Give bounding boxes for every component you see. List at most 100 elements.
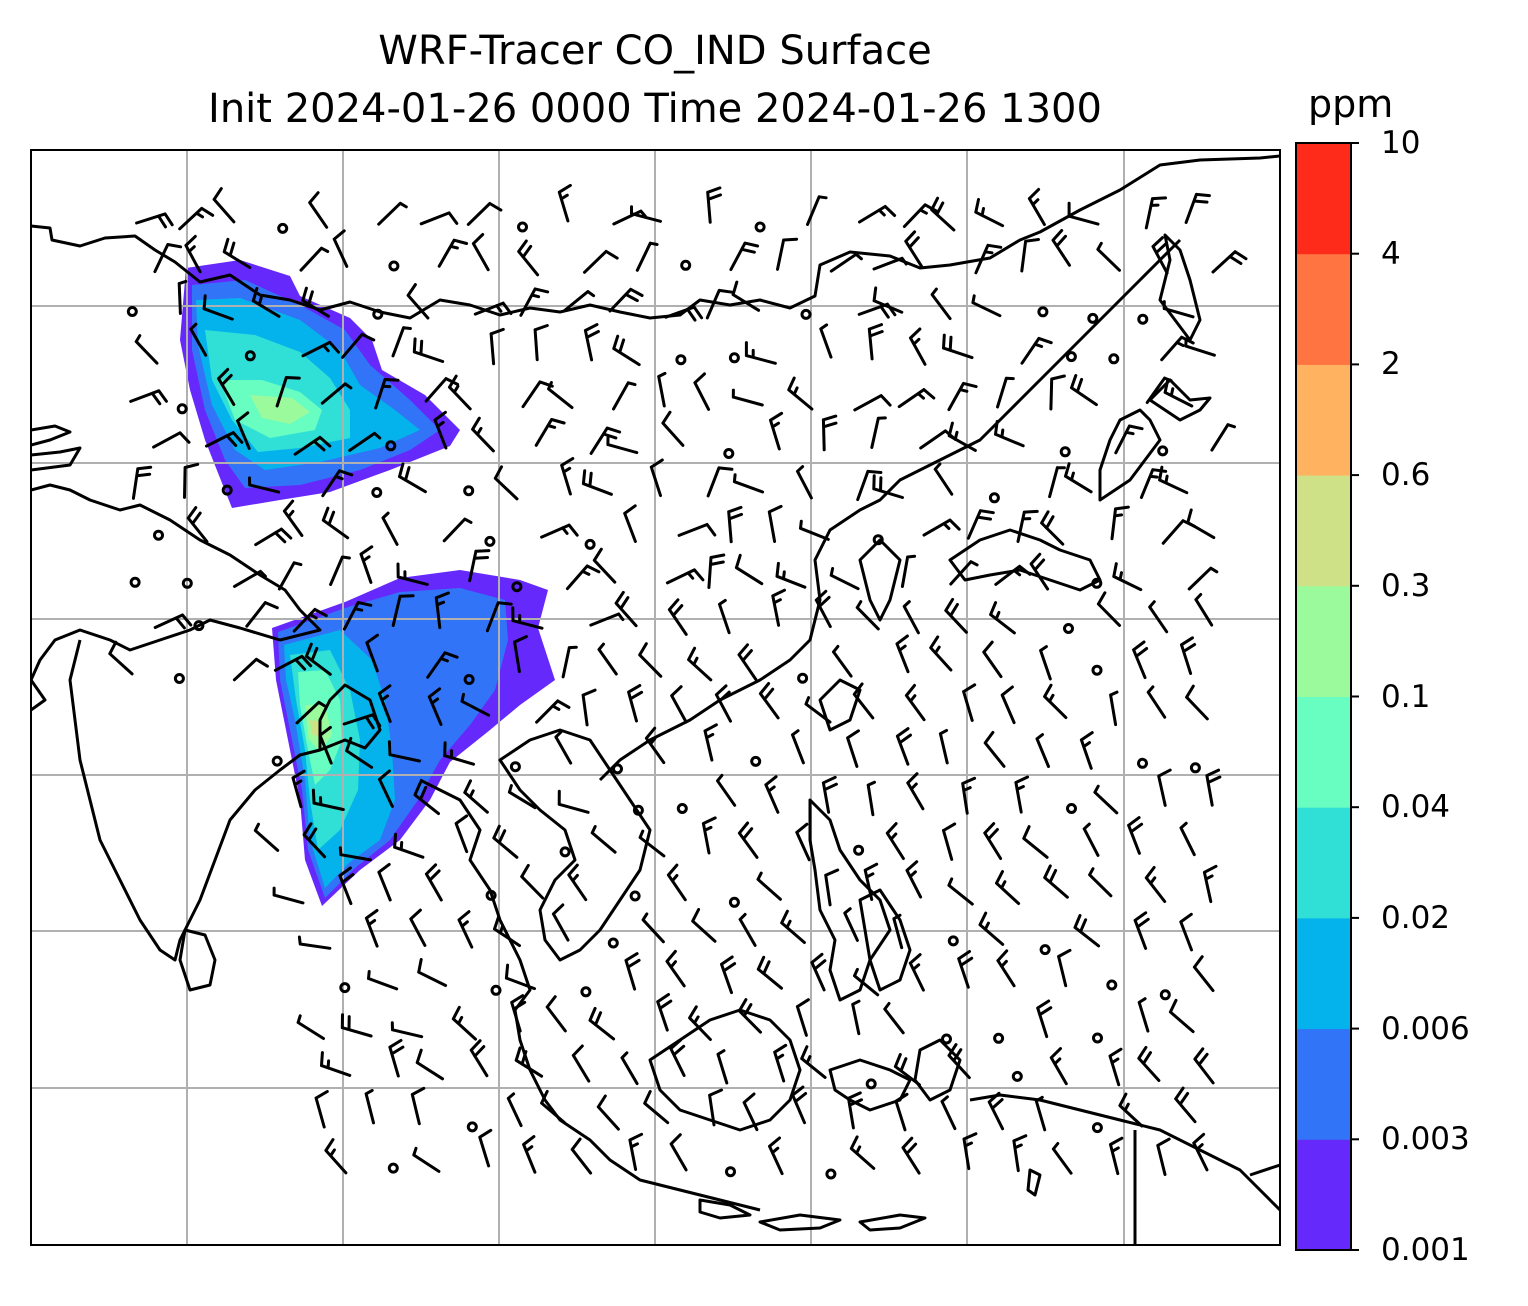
- wind-barb: [412, 1146, 441, 1173]
- wind-barb: [424, 863, 443, 902]
- wind-barb: [829, 567, 860, 591]
- calm-wind-marker: [988, 492, 1000, 504]
- wind-barb: [504, 963, 536, 991]
- wind-barb: [612, 381, 637, 411]
- wind-barb: [614, 590, 638, 628]
- wind-barb: [742, 1092, 759, 1132]
- wind-barb: [583, 249, 619, 274]
- wind-barb: [995, 870, 1021, 905]
- wind-barb: [471, 233, 490, 272]
- wind-barb: [657, 371, 667, 408]
- wind-barb: [819, 323, 833, 359]
- wind-barb: [426, 651, 459, 679]
- wind-barb: [883, 1002, 905, 1035]
- wind-barb: [824, 868, 840, 907]
- wind-barb: [1012, 1134, 1028, 1173]
- wind-barb: [870, 416, 887, 449]
- wind-barb: [295, 700, 327, 725]
- wind-barb: [1035, 733, 1050, 768]
- wind-barb: [388, 1038, 405, 1078]
- colorbar-tick-label: 4: [1381, 235, 1401, 272]
- wind-barb: [776, 237, 799, 271]
- wind-barb: [507, 784, 537, 810]
- calm-wind-marker: [1087, 312, 1099, 324]
- calm-wind-marker: [675, 354, 687, 366]
- colorbar-segment: [1296, 143, 1351, 255]
- wind-barb: [718, 598, 731, 635]
- wind-barb: [1146, 685, 1167, 719]
- wind-barb: [670, 685, 688, 724]
- wind-barb: [296, 1014, 325, 1040]
- wind-barb: [978, 911, 1005, 946]
- wind-barb: [667, 598, 688, 636]
- wind-barb: [493, 915, 521, 948]
- wind-barb: [853, 967, 880, 997]
- calm-wind-marker: [1059, 446, 1071, 458]
- calm-wind-marker: [1137, 757, 1148, 769]
- wind-barb: [320, 1051, 352, 1077]
- wind-barb: [540, 523, 579, 539]
- wind-barb: [895, 634, 910, 674]
- wind-barb: [942, 822, 957, 861]
- wind-barb: [589, 612, 625, 627]
- wind-barb: [669, 1038, 686, 1077]
- wind-barb: [282, 499, 304, 537]
- calm-wind-marker: [607, 937, 619, 949]
- wind-barb: [1000, 685, 1016, 725]
- wind-barb: [1109, 690, 1119, 727]
- wind-barb: [413, 781, 440, 816]
- wind-barb: [557, 789, 590, 814]
- calm-wind-marker: [1189, 762, 1201, 774]
- wind-barb: [738, 912, 757, 947]
- calm-wind-marker: [1157, 445, 1169, 457]
- wind-barb: [253, 822, 280, 852]
- wind-barb: [517, 239, 540, 277]
- wind-barb: [217, 367, 236, 406]
- wind-barb: [135, 212, 174, 229]
- wind-barb: [982, 640, 1003, 679]
- wind-barb: [519, 287, 550, 317]
- calm-wind-marker: [725, 1166, 736, 1178]
- wind-barb: [1048, 466, 1066, 499]
- wind-barb: [624, 952, 641, 991]
- wind-barb: [248, 476, 281, 494]
- wind-barb: [338, 846, 372, 862]
- wind-barb: [638, 829, 666, 858]
- calm-wind-marker: [1137, 313, 1149, 325]
- wind-barb: [714, 684, 732, 723]
- wind-barb: [1205, 768, 1222, 807]
- calm-wind-marker: [584, 538, 596, 550]
- wind-barb: [567, 863, 588, 902]
- calm-wind-marker: [580, 986, 592, 998]
- wind-barb: [872, 286, 904, 314]
- wind-barb: [108, 640, 134, 676]
- wind-barb: [1137, 997, 1150, 1033]
- wind-barb: [971, 294, 1002, 318]
- wind-barb: [729, 241, 760, 272]
- wind-barb: [427, 687, 443, 726]
- wind-barb: [540, 1089, 566, 1125]
- wind-barb: [1151, 236, 1169, 275]
- wind-barb: [348, 431, 382, 452]
- wind-barb: [321, 469, 354, 498]
- wind-barb: [737, 821, 759, 859]
- wind-barb: [589, 426, 622, 455]
- wind-barb: [716, 773, 737, 807]
- calm-wind-marker: [244, 350, 256, 362]
- colorbar-tick-label: 0.001: [1381, 1232, 1470, 1268]
- wind-barb: [701, 816, 717, 855]
- wind-barb: [1180, 636, 1197, 675]
- wind-barb: [233, 569, 267, 588]
- calm-wind-marker: [754, 221, 766, 233]
- wind-barb: [638, 642, 663, 678]
- wind-barb: [901, 1136, 921, 1175]
- wind-barb: [1192, 1132, 1209, 1172]
- wind-barb: [297, 935, 332, 950]
- wind-barb: [377, 684, 392, 723]
- wind-barb: [443, 741, 475, 766]
- wind-barb: [734, 553, 764, 586]
- wind-barb: [1133, 911, 1150, 950]
- wind-barb: [1144, 866, 1167, 903]
- wind-barb: [756, 871, 782, 901]
- wind-barb: [902, 203, 938, 228]
